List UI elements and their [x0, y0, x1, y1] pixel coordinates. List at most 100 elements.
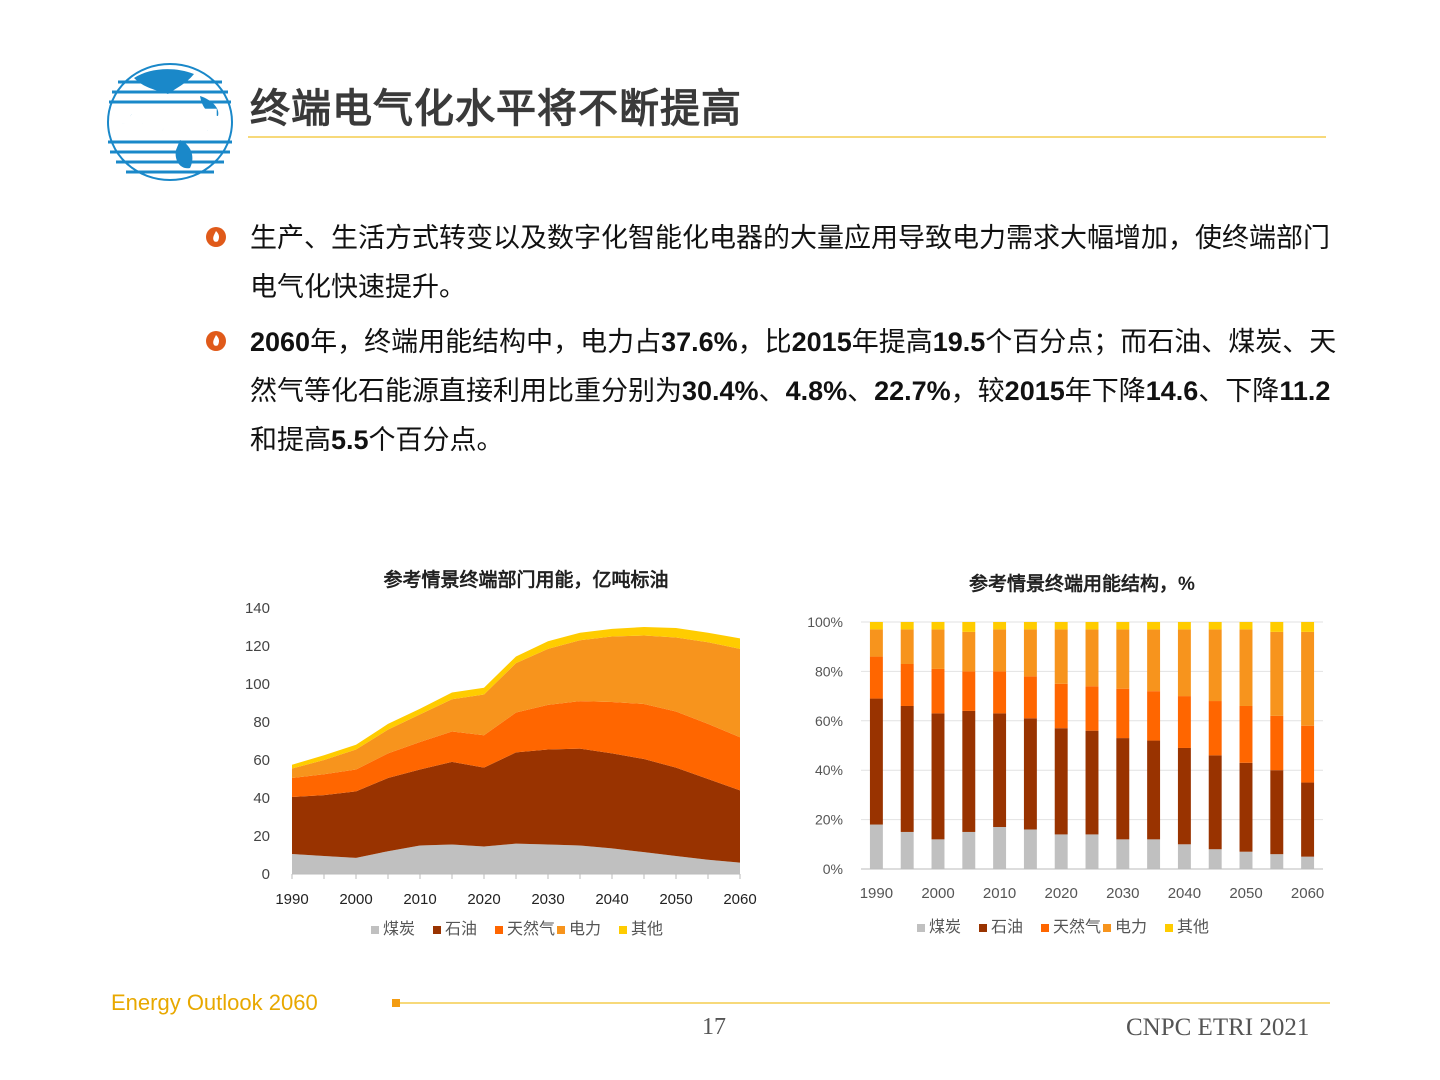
bar-segment-0 — [900, 831, 914, 869]
bar-segment-4 — [1023, 622, 1037, 630]
logo-text: 参考情景 — [120, 107, 220, 136]
text-run: ，较 — [950, 376, 1005, 407]
bar-segment-1 — [1054, 728, 1068, 835]
bar-segment-3 — [869, 629, 883, 657]
legend-label: 石油 — [445, 920, 477, 938]
bar-segment-3 — [1208, 629, 1222, 702]
bar-segment-0 — [1208, 849, 1222, 869]
legend-swatch — [1103, 924, 1111, 932]
bold-figure: 4.8% — [785, 376, 848, 406]
x-tick-label: 2040 — [595, 891, 628, 908]
bullet-item: 2060年，终端用能结构中，电力占37.6%，比2015年提高19.5个百分点；… — [205, 318, 1345, 465]
bar-segment-0 — [1116, 839, 1130, 869]
bar-segment-1 — [1177, 747, 1191, 845]
y-tick-label: 120 — [245, 638, 270, 655]
bar-segment-2 — [1177, 696, 1191, 748]
footer-org: CNPC ETRI 2021 — [1126, 1014, 1310, 1041]
legend-label: 天然气 — [1053, 918, 1101, 936]
y-tick-label: 100% — [807, 614, 843, 630]
legend-swatch — [1041, 924, 1049, 932]
bar-segment-1 — [1208, 755, 1222, 850]
y-tick-label: 100 — [245, 676, 270, 693]
legend-label: 天然气 — [507, 920, 555, 938]
chart-title: 参考情景终端部门用能，亿吨标油 — [383, 568, 668, 591]
legend-swatch — [1165, 924, 1173, 932]
bar-segment-0 — [1023, 829, 1037, 869]
bullet-flame-icon — [206, 227, 226, 247]
bar-segment-4 — [1239, 622, 1253, 630]
y-tick-label: 20% — [815, 812, 843, 828]
text-run: 年下降 — [1064, 376, 1146, 407]
bullet-text: 2060年，终端用能结构中，电力占37.6%，比2015年提高19.5个百分点；… — [250, 318, 1345, 465]
bar-chart: 参考情景终端用能结构，% 0% 20% 40% 60% 80% 100% 1990 2000 20… — [795, 565, 1340, 950]
bold-figure: 14.6 — [1145, 376, 1199, 406]
text-run: 和提高 — [250, 425, 331, 456]
bold-figure: 2060 — [250, 327, 311, 357]
y-tick-label: 0% — [823, 861, 843, 877]
bar-segment-0 — [1085, 834, 1099, 869]
legend-swatch — [495, 926, 503, 934]
text-run: 生产、生活方式转变以及数字化智能化电器的大量应用导致电力需求大幅增加，使终端部门… — [250, 223, 1330, 303]
bar-segment-3 — [1270, 631, 1284, 716]
bar-segment-3 — [1023, 629, 1037, 677]
bar-segment-0 — [1239, 851, 1253, 869]
bar-segment-3 — [1239, 629, 1253, 706]
bar-segment-2 — [993, 671, 1007, 714]
legend-swatch — [433, 926, 441, 934]
x-tick-label: 2040 — [1168, 885, 1201, 902]
chart-title: 参考情景终端用能结构，% — [969, 572, 1195, 595]
y-tick-label: 80 — [253, 714, 270, 731]
footer-divider — [400, 1002, 1330, 1004]
bar-segment-4 — [1054, 622, 1068, 630]
footer-brand: Energy Outlook 2060 — [111, 990, 318, 1015]
legend-swatch — [371, 926, 379, 934]
bar-segment-1 — [1147, 740, 1161, 840]
title-divider — [248, 136, 1326, 138]
footer-marker — [392, 999, 400, 1007]
bar-segment-1 — [931, 713, 945, 840]
area-series-2 — [292, 701, 740, 798]
y-tick-label: 40% — [815, 762, 843, 778]
bar-segment-2 — [1116, 688, 1130, 739]
area-series-3 — [292, 635, 740, 779]
x-tick-label: 2020 — [1045, 885, 1078, 902]
page-title: 终端电气化水平将不断提高 — [250, 86, 742, 132]
x-tick-label: 2020 — [467, 891, 500, 908]
x-tick-label: 2030 — [531, 891, 564, 908]
bullet-flame-icon — [206, 331, 226, 351]
bullet-list: 生产、生活方式转变以及数字化智能化电器的大量应用导致电力需求大幅增加，使终端部门… — [205, 214, 1345, 471]
bold-figure: 11.2 — [1279, 376, 1331, 406]
legend-label: 煤炭 — [929, 918, 961, 936]
bar-segment-4 — [1116, 622, 1130, 630]
text-run: 、 — [758, 376, 786, 407]
y-tick-label: 40 — [253, 790, 270, 807]
globe-logo-icon: 参考情景 — [107, 63, 233, 181]
legend-swatch — [619, 926, 627, 934]
bar-segment-2 — [1085, 686, 1099, 731]
bar-segment-1 — [962, 710, 976, 832]
bar-segment-2 — [1239, 705, 1253, 763]
bar-segment-0 — [931, 839, 945, 869]
x-tick-label: 2030 — [1106, 885, 1139, 902]
x-tick-label: 2010 — [403, 891, 436, 908]
bar-segment-3 — [1177, 629, 1191, 697]
bar-segment-1 — [1085, 730, 1099, 835]
bar-segment-2 — [1301, 725, 1315, 783]
logo: 参考情景 — [104, 60, 236, 184]
x-tick-label: 2050 — [1229, 885, 1262, 902]
x-tick-label: 2060 — [723, 891, 756, 908]
bar-segment-1 — [1270, 770, 1284, 855]
y-tick-label: 20 — [253, 828, 270, 845]
bar-segment-0 — [993, 827, 1007, 869]
text-run: 年提高 — [851, 327, 933, 358]
bar-chart-svg: 参考情景终端用能结构，% 0% 20% 40% 60% 80% 100% 1990 2000 20… — [807, 572, 1324, 936]
legend-label: 电力 — [1115, 918, 1147, 936]
bullet-item: 生产、生活方式转变以及数字化智能化电器的大量应用导致电力需求大幅增加，使终端部门… — [205, 214, 1345, 312]
bar-segment-2 — [1270, 715, 1284, 771]
text-run: 、 — [847, 376, 875, 407]
text-run: 、下降 — [1198, 376, 1280, 407]
bar-segment-4 — [931, 622, 945, 630]
text-run: 个百分点。 — [368, 425, 504, 456]
page-number: 17 — [702, 1014, 726, 1040]
bar-segment-0 — [962, 831, 976, 869]
